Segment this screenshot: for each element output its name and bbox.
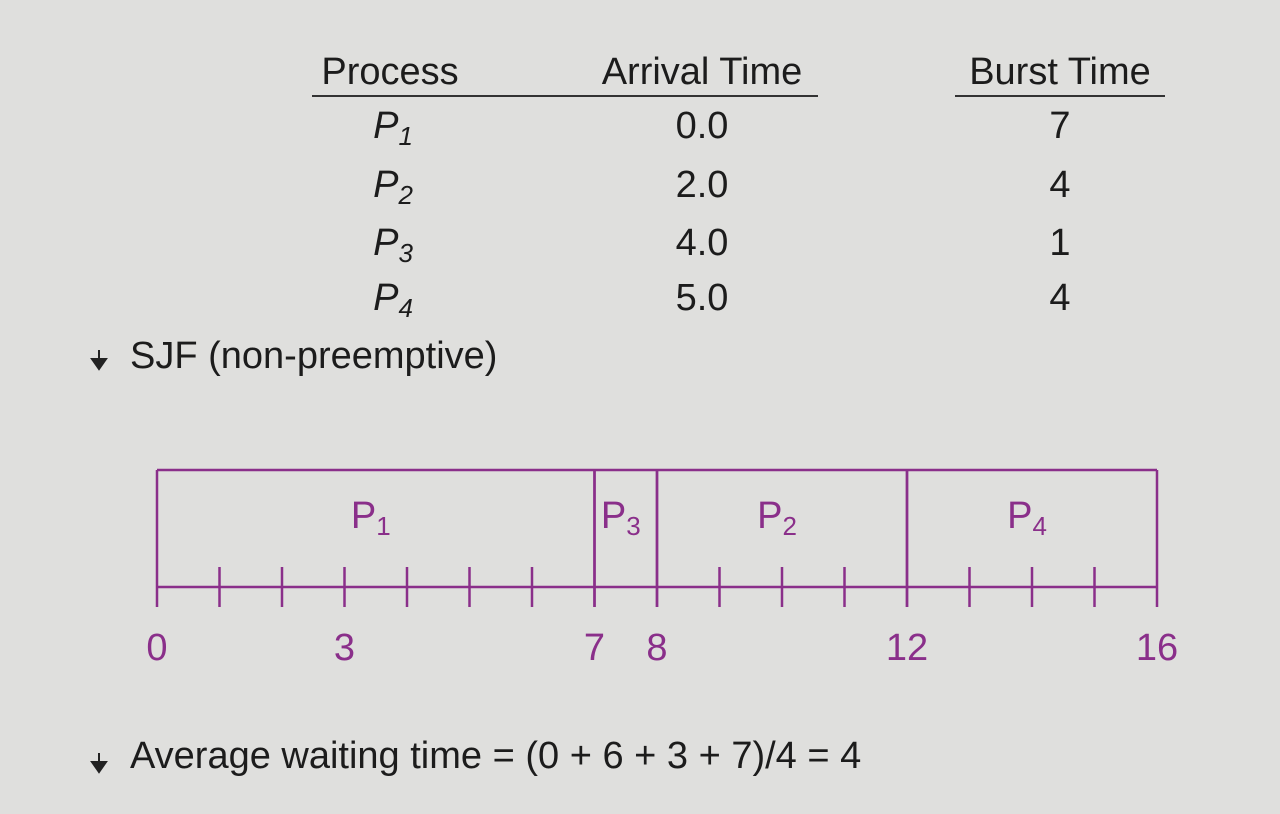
time-label: 8 xyxy=(646,627,667,669)
process-index: 4 xyxy=(398,293,412,323)
process-name: P xyxy=(757,495,782,537)
bullet-arrow xyxy=(90,350,108,371)
time-label: 12 xyxy=(886,627,928,669)
process-name: P xyxy=(601,495,626,537)
header-burst: Burst Time xyxy=(969,51,1151,93)
arrival-time: 0.0 xyxy=(676,105,729,147)
bullet-text: Average waiting time = (0 + 6 + 3 + 7)/4… xyxy=(130,735,861,777)
burst-time: 4 xyxy=(1049,277,1070,319)
process-label: P4 xyxy=(373,277,413,323)
header-arrival: Arrival Time xyxy=(602,51,803,93)
time-label: 3 xyxy=(334,627,355,669)
gantt-chart: P1 P3 P2 P40 3 7 8 12 16 xyxy=(146,468,1178,669)
arrival-time: 4.0 xyxy=(676,222,729,264)
process-index: 3 xyxy=(626,511,640,541)
process-label: P2 xyxy=(373,164,413,210)
process-index: 3 xyxy=(398,238,413,268)
burst-time: 7 xyxy=(1049,105,1070,147)
process-label: P4 xyxy=(1007,495,1047,541)
process-label: P3 xyxy=(601,495,641,541)
process-name: P xyxy=(373,105,399,147)
process-name: P xyxy=(373,164,399,206)
time-label: 7 xyxy=(584,627,605,669)
burst-time: 4 xyxy=(1049,164,1070,206)
table-rows: P1 0.0 7P2 2.0 4P3 4.0 1P4 5.0 4 xyxy=(373,105,1070,323)
process-name: P xyxy=(373,277,399,319)
process-name: P xyxy=(373,222,399,264)
arrival-time: 5.0 xyxy=(676,277,729,319)
burst-time: 1 xyxy=(1049,222,1070,264)
process-label: P2 xyxy=(757,495,797,541)
time-label: 0 xyxy=(146,627,167,669)
process-label: P1 xyxy=(351,495,391,541)
process-label: P3 xyxy=(373,222,413,268)
bullet-arrow xyxy=(90,753,108,774)
process-index: 1 xyxy=(376,511,390,541)
process-index: 1 xyxy=(398,121,412,151)
process-name: P xyxy=(1007,495,1032,537)
time-label: 16 xyxy=(1136,627,1178,669)
process-name: P xyxy=(351,495,376,537)
bullet-text: SJF (non-preemptive) xyxy=(130,335,497,377)
arrival-time: 2.0 xyxy=(676,164,729,206)
process-label: P1 xyxy=(373,105,413,151)
process-index: 2 xyxy=(782,511,796,541)
header-process: Process xyxy=(321,51,458,93)
process-index: 4 xyxy=(1032,511,1046,541)
process-index: 2 xyxy=(397,180,413,210)
